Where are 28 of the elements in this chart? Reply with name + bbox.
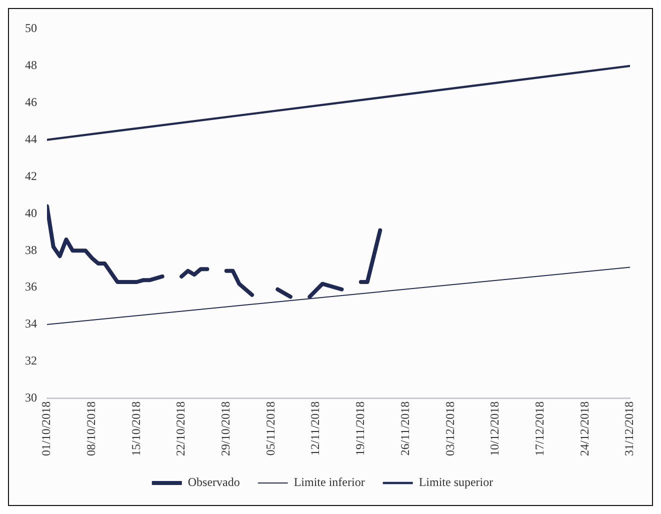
legend-label: Limite superior xyxy=(418,475,494,490)
x-tick-label: 19/11/2018 xyxy=(353,401,368,456)
x-tick-label: 31/12/2018 xyxy=(622,401,636,456)
y-tick-label: 32 xyxy=(25,354,37,368)
x-tick-label: 17/12/2018 xyxy=(532,401,546,456)
x-tick-label: 29/10/2018 xyxy=(218,401,233,456)
y-tick-label: 44 xyxy=(25,132,37,146)
y-tick-label: 34 xyxy=(25,316,37,331)
x-tick-label: 10/12/2018 xyxy=(488,401,502,456)
x-tick-label: 01/10/2018 xyxy=(39,401,54,456)
y-tick-label: 50 xyxy=(25,21,37,36)
x-tick-label: 24/12/2018 xyxy=(577,401,592,456)
y-tick-label: 40 xyxy=(25,206,37,220)
y-tick-label: 30 xyxy=(25,390,37,404)
legend-label: Observado xyxy=(188,475,240,490)
y-tick-label: 38 xyxy=(25,242,37,257)
y-tick-label: 42 xyxy=(25,168,37,183)
y-tick-label: 48 xyxy=(25,58,37,72)
x-tick-label: 15/10/2018 xyxy=(128,401,143,456)
x-tick-label: 08/10/2018 xyxy=(84,401,98,456)
x-tick-label: 03/12/2018 xyxy=(442,401,457,456)
y-tick-label: 36 xyxy=(25,280,37,294)
x-tick-label: 05/11/2018 xyxy=(263,401,278,456)
x-tick-label: 26/11/2018 xyxy=(398,401,412,456)
x-tick-label: 12/11/2018 xyxy=(308,401,322,456)
y-tick-label: 46 xyxy=(25,95,37,110)
legend-label: Limite inferior xyxy=(294,475,365,490)
x-tick-label: 22/10/2018 xyxy=(174,401,188,456)
